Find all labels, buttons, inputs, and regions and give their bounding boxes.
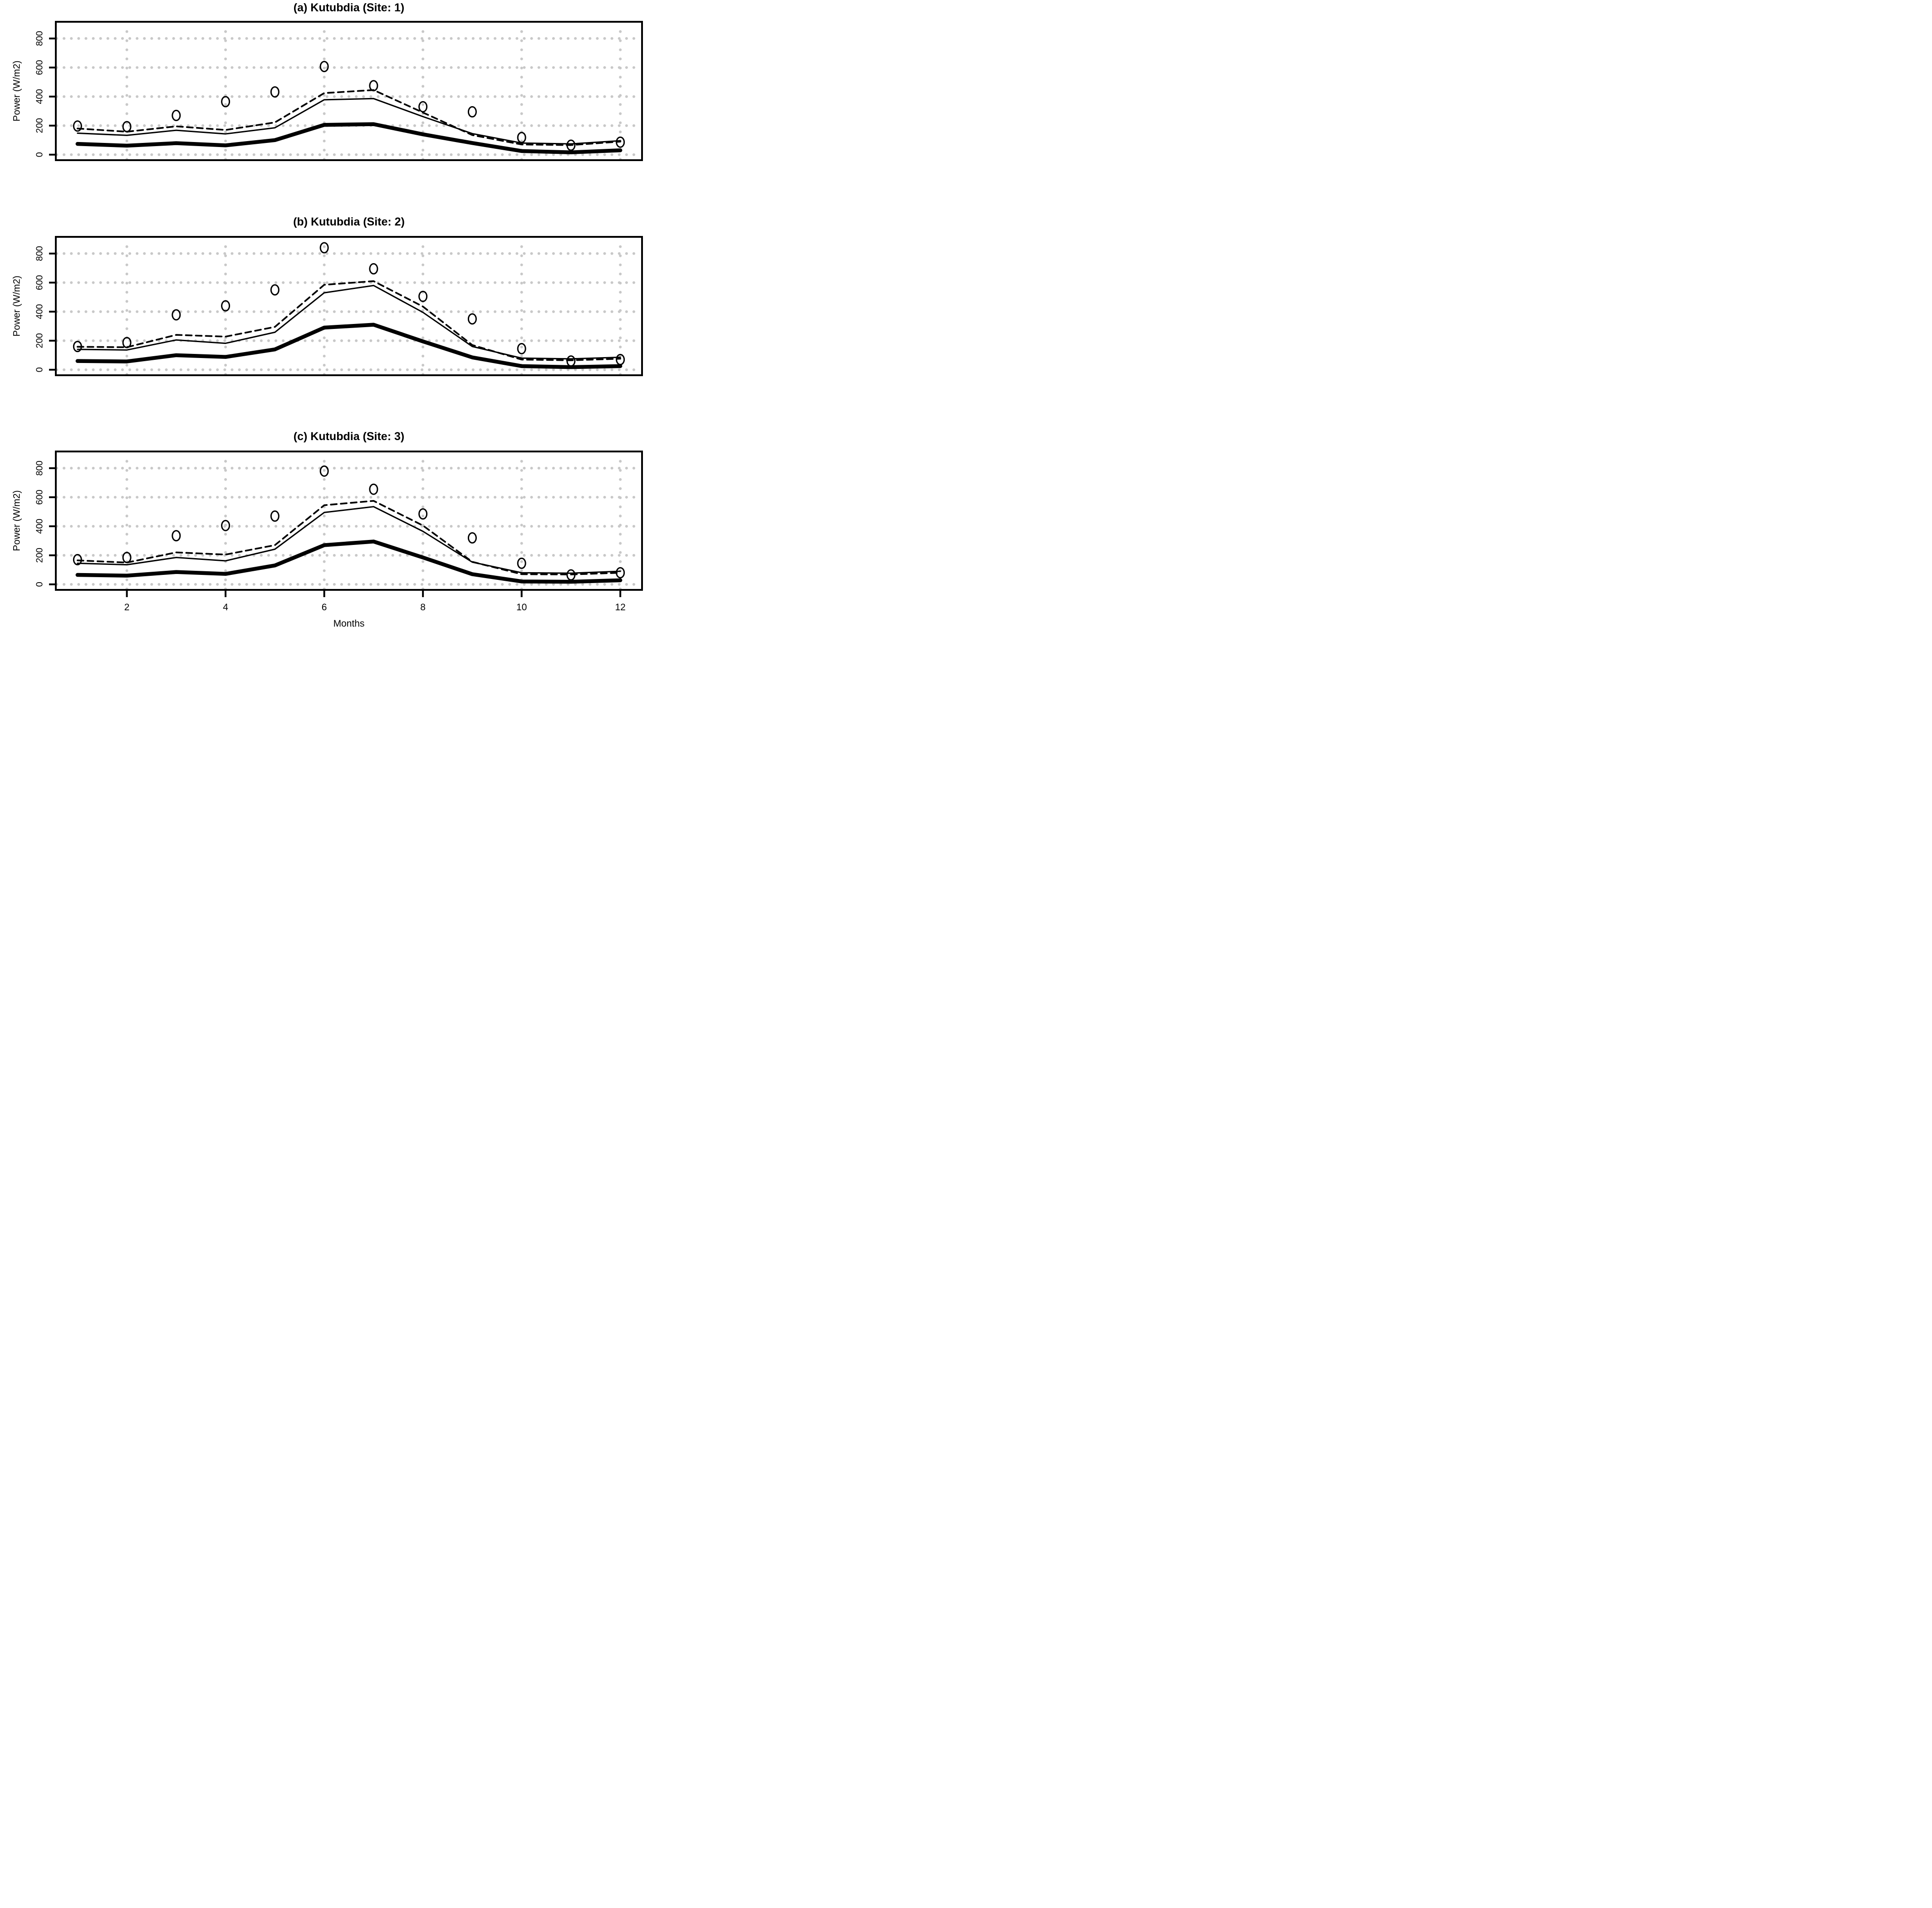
data-point-circle — [221, 300, 230, 312]
y-tick-label: 200 — [34, 548, 44, 563]
y-axis-title: Power (W/m2) — [12, 275, 22, 336]
series-observed-points — [73, 465, 625, 581]
y-tick-label: 400 — [34, 519, 44, 534]
data-point-circle — [221, 520, 230, 531]
data-point-circle — [517, 132, 526, 143]
data-point-circle — [270, 284, 280, 296]
series-lower-thick-line — [75, 122, 623, 154]
plot-box — [55, 236, 643, 376]
series-observed-points — [73, 61, 625, 151]
panel-b: 0 200 400 600 800 Power (W/m2) — [12, 236, 643, 376]
data-point-circle — [319, 465, 329, 477]
plot-box — [55, 21, 643, 161]
y-tick-label: 400 — [34, 89, 44, 104]
plot-box — [55, 451, 643, 591]
y-tick-label: 800 — [34, 246, 44, 261]
data-point-circle — [467, 106, 477, 118]
series-upper-dashed-line — [77, 500, 621, 575]
data-point-circle — [172, 109, 181, 121]
y-tick-label: 600 — [34, 275, 44, 290]
y-tick-label: 0 — [34, 582, 44, 587]
data-point-circle — [319, 61, 329, 73]
y-tick-label: 200 — [34, 333, 44, 348]
data-point-circle — [566, 139, 576, 151]
panel-a: 0 200 400 600 800 Power (W/m2) — [12, 21, 643, 161]
data-point-circle — [418, 101, 428, 113]
data-point-circle — [122, 337, 132, 348]
series-middle-thin-line — [77, 98, 621, 145]
data-point-circle — [270, 86, 280, 98]
data-point-circle — [369, 80, 378, 92]
data-point-circle — [369, 483, 378, 495]
data-point-circle — [616, 136, 625, 148]
data-point-circle — [73, 554, 82, 565]
series-upper-dashed-line — [77, 280, 621, 361]
panel-b-title: (b) Kutubdia (Site: 2) — [293, 216, 405, 228]
y-tick-label: 0 — [34, 367, 44, 372]
series-lower-thick-line — [75, 540, 623, 584]
data-point-circle — [467, 532, 477, 544]
data-point-circle — [566, 569, 576, 581]
y-tick-label: 200 — [34, 118, 44, 133]
data-point-circle — [122, 552, 132, 564]
series-middle-thin-line — [77, 506, 621, 574]
data-point-circle — [221, 96, 230, 108]
data-point-circle — [418, 508, 428, 520]
y-tick-label: 0 — [34, 152, 44, 157]
panel-c-title: (c) Kutubdia (Site: 3) — [293, 430, 405, 443]
y-tick-label: 800 — [34, 461, 44, 476]
data-point-circle — [172, 530, 181, 542]
data-point-circle — [616, 353, 625, 365]
data-point-circle — [172, 309, 181, 321]
series-middle-thin-line — [77, 284, 621, 360]
data-point-circle — [517, 557, 526, 569]
x-tick-label: 8 — [420, 602, 426, 613]
data-point-circle — [73, 120, 82, 132]
data-point-circle — [270, 510, 280, 522]
charts-canvas: 0 200 400 600 800 Power (W/m2) 0 200 400 600 800 Po… — [12, 21, 643, 613]
x-tick-label: 2 — [124, 602, 130, 613]
x-axis-title: Months — [333, 618, 365, 629]
series-observed-points — [73, 242, 625, 367]
data-point-circle — [517, 343, 526, 354]
series-lower-thick-line — [75, 323, 623, 369]
y-tick-label: 400 — [34, 304, 44, 319]
data-point-circle — [122, 121, 132, 132]
data-point-circle — [616, 567, 625, 579]
data-point-circle — [566, 355, 576, 367]
panel-a-title: (a) Kutubdia (Site: 1) — [293, 1, 405, 14]
data-point-circle — [418, 290, 428, 302]
y-tick-label: 600 — [34, 60, 44, 75]
data-point-circle — [319, 242, 329, 254]
data-point-circle — [73, 341, 82, 353]
y-tick-label: 600 — [34, 490, 44, 505]
y-axis-title: Power (W/m2) — [12, 60, 22, 121]
data-point-circle — [467, 313, 477, 325]
x-tick-label: 12 — [615, 602, 625, 613]
data-point-circle — [369, 263, 378, 275]
y-axis-title: Power (W/m2) — [12, 490, 22, 551]
figure: 0 200 400 600 800 Power (W/m2) 0 200 400 600 800 Po… — [0, 0, 644, 636]
y-tick-label: 800 — [34, 31, 44, 46]
x-tick-label: 4 — [223, 602, 228, 613]
panel-c: 0 200 400 600 800 Power (W/m2) 2 4 6 8 10 12 — [12, 451, 643, 613]
x-tick-label: 6 — [322, 602, 327, 613]
x-tick-label: 10 — [516, 602, 527, 613]
series-upper-dashed-line — [77, 89, 621, 146]
